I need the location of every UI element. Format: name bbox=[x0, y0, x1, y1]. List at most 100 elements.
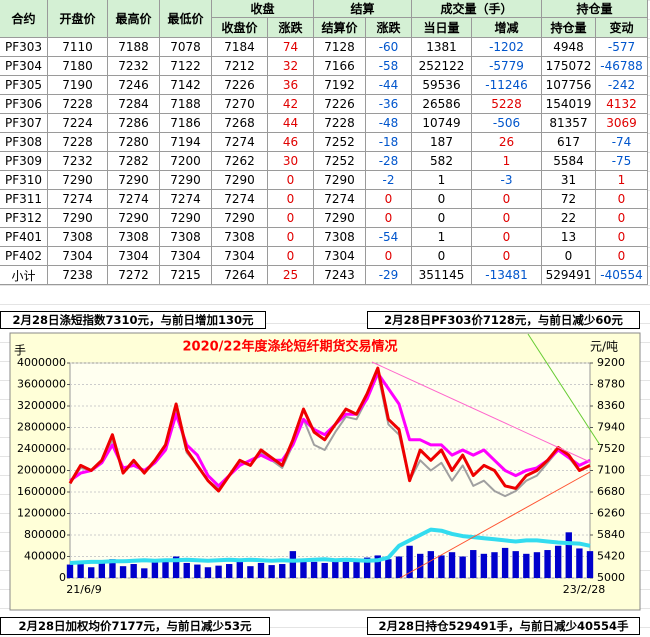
volume-bar bbox=[342, 561, 350, 578]
table-cell: PF305 bbox=[0, 76, 48, 95]
table-cell: 7290 bbox=[108, 171, 160, 190]
column-header: 变动 bbox=[596, 18, 648, 38]
column-header: 开盘价 bbox=[48, 0, 108, 38]
table-cell: PF307 bbox=[0, 114, 48, 133]
table-cell: 7272 bbox=[108, 266, 160, 285]
volume-bar bbox=[501, 547, 509, 578]
table-cell: 0 bbox=[268, 247, 314, 266]
table-cell: 351145 bbox=[412, 266, 472, 285]
volume-bar bbox=[480, 553, 488, 578]
volume-bar bbox=[459, 556, 466, 578]
table-cell: 3069 bbox=[596, 114, 648, 133]
table-cell: PF306 bbox=[0, 95, 48, 114]
table-cell: 7274 bbox=[48, 190, 108, 209]
note: 2月28日加权均价7177元，与前日减少53元 bbox=[0, 617, 270, 635]
volume-bar bbox=[321, 562, 328, 578]
volume-bar bbox=[247, 566, 254, 578]
trend-line bbox=[527, 333, 601, 446]
table-cell: 小计 bbox=[0, 266, 48, 285]
table-cell: -48 bbox=[366, 114, 412, 133]
volume-bar bbox=[512, 551, 519, 578]
table-cell: 1381 bbox=[412, 38, 472, 57]
table-cell: 7252 bbox=[314, 133, 366, 152]
table-cell: 81357 bbox=[542, 114, 596, 133]
table-cell: PF311 bbox=[0, 190, 48, 209]
volume-bar bbox=[226, 564, 233, 578]
table-cell: 13 bbox=[542, 228, 596, 247]
table-cell: -75 bbox=[596, 152, 648, 171]
note: 2月28日PF303价7128元，与前日减少60元 bbox=[367, 311, 640, 329]
y2-tick-label: 7520 bbox=[597, 442, 625, 455]
volume-bar bbox=[119, 566, 127, 578]
table-cell: -40554 bbox=[596, 266, 648, 285]
volume-bar bbox=[544, 550, 551, 578]
table-cell: PF402 bbox=[0, 247, 48, 266]
table-cell: -2 bbox=[366, 171, 412, 190]
table-cell: 7268 bbox=[212, 114, 268, 133]
table-cell: 0 bbox=[472, 209, 542, 228]
volume-bar bbox=[109, 559, 116, 578]
table-cell: -1202 bbox=[472, 38, 542, 57]
table-cell: 74 bbox=[268, 38, 314, 57]
table-cell: 7142 bbox=[160, 76, 212, 95]
table-cell: -28 bbox=[366, 152, 412, 171]
y-tick-label: 1600000 bbox=[17, 485, 66, 498]
table-cell: 582 bbox=[412, 152, 472, 171]
volume-bar bbox=[88, 567, 95, 578]
table-cell: 7200 bbox=[160, 152, 212, 171]
table-cell: 7284 bbox=[108, 95, 160, 114]
table-cell: -74 bbox=[596, 133, 648, 152]
table-cell: -46788 bbox=[596, 57, 648, 76]
y2-tick-label: 8780 bbox=[597, 378, 625, 391]
volume-bar bbox=[183, 562, 190, 578]
table-cell: 36 bbox=[268, 76, 314, 95]
table-cell: -54 bbox=[366, 228, 412, 247]
table-cell: 7188 bbox=[108, 38, 160, 57]
table-cell: 7274 bbox=[212, 133, 268, 152]
y2-tick-label: 6680 bbox=[597, 485, 625, 498]
table-cell: 7308 bbox=[314, 228, 366, 247]
table-cell: 0 bbox=[412, 209, 472, 228]
volume-bar bbox=[172, 556, 180, 578]
table-cell: 7290 bbox=[48, 171, 108, 190]
volume-bar bbox=[77, 561, 84, 578]
table-cell: 154019 bbox=[542, 95, 596, 114]
y2-tick-label: 5000 bbox=[597, 571, 625, 584]
table-cell: 26 bbox=[472, 133, 542, 152]
table-cell: 1 bbox=[472, 152, 542, 171]
table-cell: PF308 bbox=[0, 133, 48, 152]
table-cell: 0 bbox=[596, 209, 648, 228]
table-cell: 7308 bbox=[160, 228, 212, 247]
table-cell: 7290 bbox=[48, 209, 108, 228]
table-cell: 7224 bbox=[48, 114, 108, 133]
table-cell: 46 bbox=[268, 133, 314, 152]
volume-bar bbox=[279, 564, 286, 578]
volume-bar bbox=[289, 551, 297, 578]
y2-tick-label: 5420 bbox=[597, 550, 625, 563]
note: 2月28日涤短指数7310元，与前日增加130元 bbox=[0, 311, 266, 329]
table-cell: 0 bbox=[472, 190, 542, 209]
table-cell: 5584 bbox=[542, 152, 596, 171]
table-cell: 7232 bbox=[48, 152, 108, 171]
column-header: 收盘价 bbox=[212, 18, 268, 38]
volume-bar bbox=[310, 561, 318, 578]
column-header: 涨跌 bbox=[268, 18, 314, 38]
column-header: 最低价 bbox=[160, 0, 212, 38]
y-tick-label: 800000 bbox=[24, 528, 66, 541]
table-cell: 0 bbox=[268, 209, 314, 228]
volume-bar bbox=[523, 553, 530, 578]
table-cell: 7290 bbox=[160, 209, 212, 228]
y-tick-label: 3600000 bbox=[17, 378, 66, 391]
table-cell: 0 bbox=[596, 247, 648, 266]
table-cell: 175072 bbox=[542, 57, 596, 76]
volume-bar bbox=[406, 545, 413, 578]
volume-bar bbox=[438, 555, 445, 578]
table-cell: 0 bbox=[268, 190, 314, 209]
table-cell: 7290 bbox=[314, 209, 366, 228]
y2-tick-label: 9200 bbox=[597, 356, 625, 369]
volume-bar bbox=[565, 532, 572, 578]
volume-bar bbox=[353, 559, 360, 578]
x-tick-label: 21/6/9 bbox=[66, 583, 101, 596]
